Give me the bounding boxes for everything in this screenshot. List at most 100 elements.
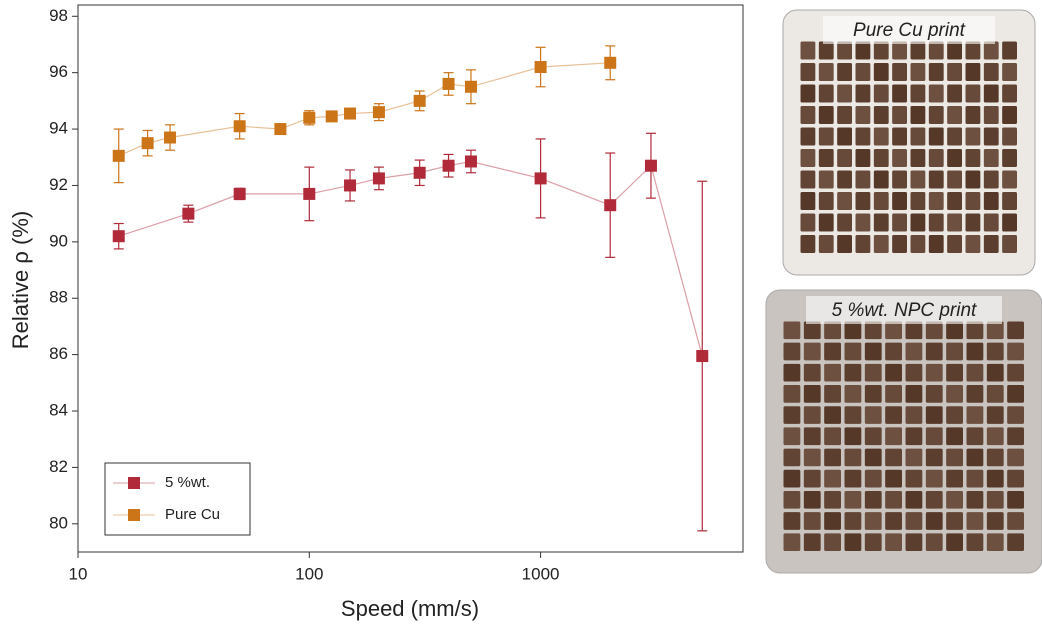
- cube: [824, 342, 841, 361]
- cube: [783, 363, 801, 382]
- cube: [844, 321, 862, 340]
- cube: [1002, 63, 1017, 81]
- cube: [966, 363, 984, 382]
- cube: [800, 213, 816, 232]
- cube: [800, 149, 816, 167]
- y-tick-label: 82: [49, 457, 68, 476]
- point: [182, 207, 195, 220]
- y-tick-label: 84: [49, 401, 68, 420]
- cube: [800, 41, 816, 60]
- point: [164, 131, 177, 144]
- cube: [885, 448, 902, 467]
- cube: [864, 533, 882, 551]
- cube: [824, 533, 841, 551]
- cube: [966, 448, 984, 467]
- cube: [983, 63, 999, 81]
- cube: [844, 490, 862, 509]
- cube: [1007, 363, 1024, 382]
- cube: [818, 192, 834, 210]
- point: [344, 107, 357, 120]
- cube: [800, 63, 816, 81]
- cube: [818, 170, 834, 189]
- cube: [803, 427, 821, 446]
- legend-label: 5 %wt.: [165, 474, 210, 491]
- cube: [855, 213, 871, 232]
- cube: [965, 84, 981, 103]
- cube: [803, 385, 821, 403]
- cube: [844, 512, 862, 530]
- point: [372, 172, 385, 185]
- cube: [966, 490, 984, 509]
- point: [303, 187, 316, 200]
- cube: [873, 192, 889, 210]
- cube: [928, 106, 944, 124]
- cube: [844, 469, 862, 488]
- cube: [928, 213, 944, 232]
- point: [534, 61, 547, 74]
- cube: [925, 533, 943, 551]
- cube: [855, 192, 871, 210]
- legend-marker: [128, 477, 140, 489]
- cube: [983, 235, 999, 253]
- cube: [855, 41, 871, 60]
- cube: [783, 321, 801, 340]
- cube: [946, 490, 963, 509]
- x-tick-label: 1000: [522, 564, 560, 583]
- point: [464, 155, 477, 168]
- cube: [928, 84, 944, 103]
- photo-cubes: [800, 41, 1017, 253]
- cube: [905, 427, 923, 446]
- cube: [818, 149, 834, 167]
- cube: [783, 448, 801, 467]
- cube: [925, 406, 943, 424]
- photo-caption: Pure Cu print: [853, 20, 966, 41]
- cube: [983, 192, 999, 210]
- cube: [983, 84, 999, 103]
- cube: [864, 490, 882, 509]
- cube: [986, 363, 1004, 382]
- cube: [783, 427, 801, 446]
- cube: [905, 342, 923, 361]
- cube: [873, 41, 889, 60]
- cube: [864, 469, 882, 488]
- cube: [892, 235, 907, 253]
- cube: [1002, 192, 1017, 210]
- cube: [873, 149, 889, 167]
- cube: [1002, 149, 1017, 167]
- cube: [864, 427, 882, 446]
- cube: [946, 469, 963, 488]
- cube: [986, 533, 1004, 551]
- cube: [783, 533, 801, 551]
- cube: [837, 149, 852, 167]
- cube: [928, 41, 944, 60]
- cube: [803, 363, 821, 382]
- point: [325, 110, 338, 123]
- plot-frame: [77, 4, 744, 553]
- cube: [966, 342, 984, 361]
- cube: [824, 427, 841, 446]
- point: [112, 230, 125, 243]
- cube: [946, 448, 963, 467]
- cube: [885, 385, 902, 403]
- cube: [925, 469, 943, 488]
- cube: [885, 469, 902, 488]
- cube: [928, 192, 944, 210]
- cube: [885, 512, 902, 530]
- cube: [983, 127, 999, 146]
- cube: [966, 533, 984, 551]
- cube: [803, 448, 821, 467]
- cube: [837, 106, 852, 124]
- cube: [837, 170, 852, 189]
- cube: [837, 192, 852, 210]
- cube: [885, 363, 902, 382]
- y-tick-label: 90: [49, 231, 68, 250]
- cube: [824, 512, 841, 530]
- point: [413, 94, 426, 107]
- photo-caption: 5 %wt. NPC print: [832, 300, 977, 321]
- cube: [966, 512, 984, 530]
- cube: [800, 84, 816, 103]
- cube: [965, 149, 981, 167]
- cube: [818, 106, 834, 124]
- cube: [892, 170, 907, 189]
- point: [274, 123, 287, 136]
